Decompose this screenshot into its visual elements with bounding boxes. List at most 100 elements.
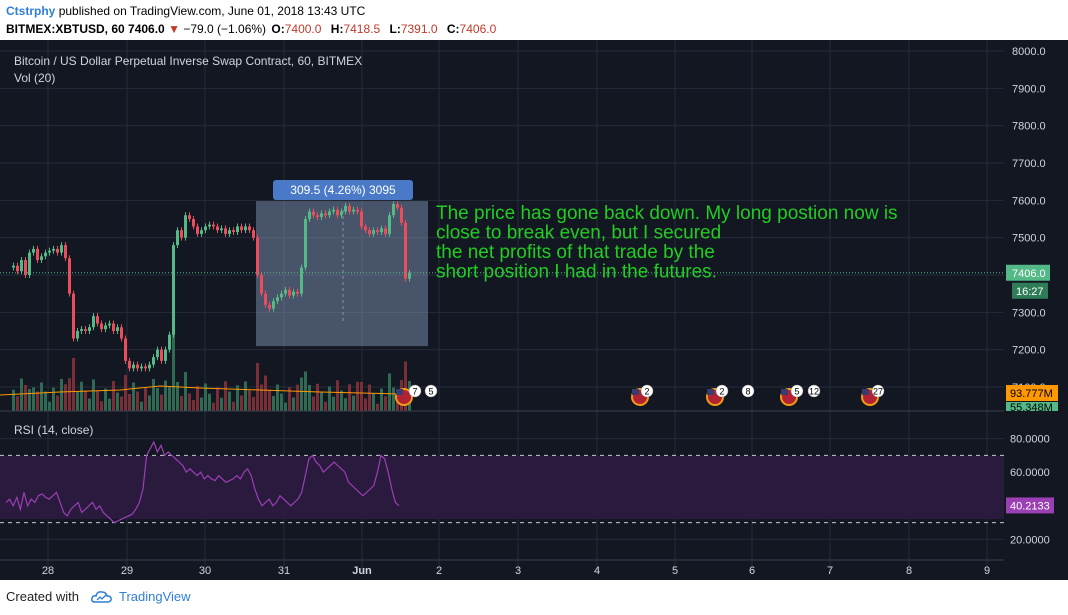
candle xyxy=(140,366,143,369)
time-tick-label: 29 xyxy=(121,565,133,577)
annotation-text[interactable]: The price has gone back down. My long po… xyxy=(436,203,898,283)
volume-bar xyxy=(100,401,103,411)
volume-bar xyxy=(256,363,259,411)
candle xyxy=(76,331,79,339)
event-count-badge[interactable] xyxy=(871,384,885,398)
chart-canvas[interactable]: 309.5 (4.26%) 3095 Bitcoin / US Dollar P… xyxy=(0,40,1068,580)
price-tick-label: 8000.0 xyxy=(1012,46,1046,58)
candle xyxy=(264,293,267,305)
candle xyxy=(324,213,327,216)
event-count-badge[interactable] xyxy=(640,384,654,398)
candle xyxy=(136,364,139,369)
volume-bar xyxy=(12,389,15,411)
candle xyxy=(328,211,331,216)
time-axis[interactable]: 28 29 30 31 Jun 2 3 4 5 6 7 8 9 xyxy=(0,559,1004,577)
volume-bar xyxy=(316,383,319,411)
volume-bar xyxy=(40,382,43,411)
candle xyxy=(56,248,59,253)
candle xyxy=(20,260,23,272)
candle xyxy=(180,230,183,238)
price-axis-background xyxy=(1004,40,1068,580)
author-name[interactable]: Ctstrphy xyxy=(6,4,56,18)
volume-bar xyxy=(28,389,31,411)
volume-bar xyxy=(284,402,287,411)
volume-ma-tag xyxy=(1006,385,1058,401)
volume-bar xyxy=(324,401,327,411)
candle xyxy=(308,211,311,219)
flag-canton xyxy=(781,389,788,395)
volume-bar xyxy=(308,385,311,411)
volume-bar xyxy=(16,396,19,411)
volume-bar xyxy=(80,381,83,411)
candle xyxy=(288,289,291,296)
volume-bar xyxy=(340,390,343,411)
volume-bar xyxy=(356,381,359,411)
candle xyxy=(104,325,107,330)
volume-bar xyxy=(392,387,395,411)
time-tick-label: 31 xyxy=(278,565,290,577)
volume-bar xyxy=(196,386,199,411)
event-badges[interactable]: 7 5 2 2 8 5 12 27 xyxy=(395,384,885,406)
header-line-1: Ctstrphy published on TradingView.com, J… xyxy=(6,4,365,18)
volume-bar xyxy=(248,390,251,411)
candle xyxy=(96,316,99,324)
volume-bar xyxy=(172,323,175,411)
volume-bar xyxy=(236,385,239,411)
volume-bar xyxy=(404,361,407,411)
candle xyxy=(400,207,403,223)
volume-bar xyxy=(344,398,347,411)
candle xyxy=(88,327,91,331)
event-count-badge[interactable] xyxy=(715,384,729,398)
candle xyxy=(260,275,263,294)
rsi-value-tag xyxy=(1006,497,1054,514)
volume-bar xyxy=(36,391,39,411)
measurement-tool[interactable]: 309.5 (4.26%) 3095 xyxy=(256,180,428,347)
countdown-tag xyxy=(1012,282,1048,299)
time-tick-label: 7 xyxy=(827,565,833,577)
volume-bar xyxy=(160,394,163,411)
volume-bar xyxy=(292,397,295,411)
volume-bar xyxy=(360,382,363,411)
price-axis[interactable]: 8000.07900.07800.07700.07600.07500.07400… xyxy=(1006,46,1058,546)
candle xyxy=(228,230,231,234)
candle xyxy=(380,228,383,233)
candle xyxy=(124,338,127,361)
close-label: C: xyxy=(446,22,460,36)
candle xyxy=(120,327,123,339)
volume-bar xyxy=(288,387,291,411)
volume-bar xyxy=(176,382,179,411)
volume-bar xyxy=(372,393,375,411)
candle xyxy=(252,230,255,238)
event-count-badge[interactable] xyxy=(424,384,438,398)
header-line-2: BITMEX:XBTUSD, 60 7406.0 ▼ −79.0 (−1.06%… xyxy=(6,22,500,36)
volume-bar xyxy=(84,390,87,411)
event-count-badge[interactable] xyxy=(790,384,804,398)
candle xyxy=(256,237,259,275)
candle xyxy=(212,224,215,227)
candle xyxy=(60,245,63,253)
candle xyxy=(148,364,151,369)
volume-bar xyxy=(376,403,379,411)
candle xyxy=(128,360,131,369)
candle xyxy=(320,213,323,218)
event-count-label: 5 xyxy=(794,387,799,397)
candle xyxy=(200,230,203,234)
candle xyxy=(152,357,155,365)
tradingview-cloud-icon xyxy=(91,590,112,603)
event-count-badge[interactable] xyxy=(408,384,422,398)
volume-bar xyxy=(44,391,47,411)
close-value: 7406.0 xyxy=(459,22,497,36)
volume-bar xyxy=(164,380,167,411)
volume-bar xyxy=(96,391,99,411)
tradingview-brand[interactable]: TradingView xyxy=(118,589,191,604)
candle xyxy=(108,323,111,326)
volume-tag-label: 55.348M xyxy=(1010,402,1053,414)
event-count-label: 7 xyxy=(412,387,417,397)
price-tick-label: 7600.0 xyxy=(1012,195,1046,207)
event-count-badge[interactable] xyxy=(807,384,821,398)
candle xyxy=(172,245,175,335)
measure-box xyxy=(256,201,428,347)
rsi-tick-label: 20.0000 xyxy=(1010,534,1050,546)
time-tick-label: 4 xyxy=(594,565,600,577)
event-count-badge[interactable] xyxy=(741,384,755,398)
